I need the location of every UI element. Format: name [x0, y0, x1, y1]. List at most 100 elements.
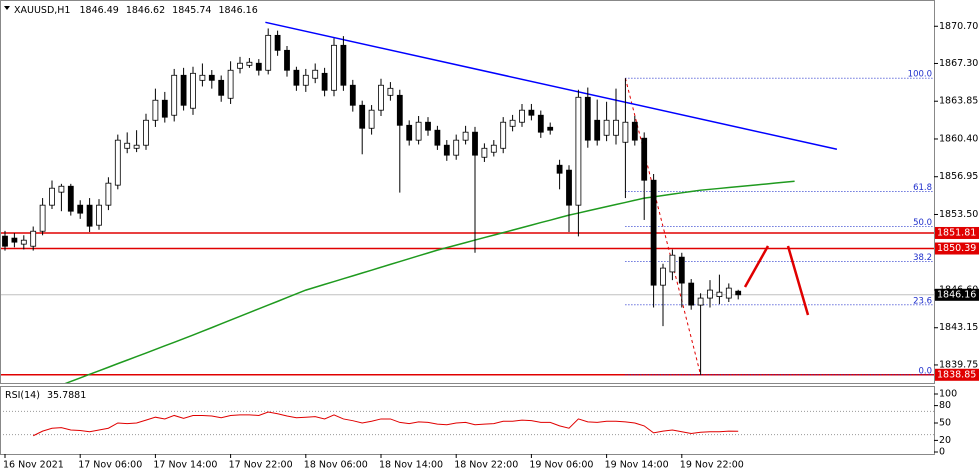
- header: XAUUSD,H1 1846.49 1846.62 1845.74 1846.1…: [14, 5, 258, 16]
- candle-body: [161, 99, 168, 118]
- candle-body: [547, 126, 554, 131]
- rsi-line: [32, 411, 739, 437]
- axes: 1870.70 1867.30 1863.85 1860.40 1856.95 1853.…: [3, 21, 979, 471]
- candle-body: [453, 139, 460, 156]
- rsi-tick-label: 20: [939, 435, 951, 446]
- candle-body: [171, 74, 178, 116]
- rsi-tick-label: 0: [939, 447, 945, 458]
- candle-body: [49, 187, 55, 206]
- candle-body: [302, 74, 309, 86]
- candle-body: [143, 119, 149, 146]
- candle-body: [537, 114, 544, 133]
- candle-body: [603, 119, 610, 136]
- candle-body: [415, 121, 422, 141]
- candle-body: [293, 69, 300, 86]
- level-label-box: [935, 368, 979, 381]
- x-tick-label: 18 Nov 06:00: [304, 460, 368, 471]
- fib-label: 100.0: [908, 70, 932, 80]
- header-high: 1846.62: [126, 5, 165, 16]
- candle-body: [631, 121, 638, 141]
- level-label-box: [935, 226, 979, 239]
- candle-body: [105, 182, 112, 206]
- candle-body: [622, 121, 629, 143]
- level-label-box: [935, 242, 979, 255]
- candle-body: [190, 72, 196, 109]
- candle-body: [218, 79, 225, 96]
- current-price-box: [935, 288, 979, 301]
- candle-body: [86, 204, 93, 227]
- x-tick-label: 17 Nov 22:00: [229, 460, 293, 471]
- candle-body: [255, 62, 262, 71]
- x-tick-label: 19 Nov 14:00: [605, 460, 669, 471]
- candle-body: [20, 239, 27, 245]
- candle-body: [697, 297, 704, 306]
- candle-body: [735, 290, 742, 296]
- y-tick-label: 1860.40: [939, 133, 978, 144]
- candle-body: [462, 131, 469, 141]
- y-tick-label: 1867.30: [939, 58, 978, 69]
- candle-body: [566, 169, 572, 206]
- y-tick-label: 1853.50: [939, 209, 978, 220]
- rsi-pane-frame: [0, 386, 935, 455]
- candle-body: [208, 74, 215, 81]
- candle-body: [199, 74, 206, 81]
- symbol: XAUUSD,H1: [14, 5, 70, 16]
- main-plot: 100.0 61.8 50.0 38.2 23.6 0.0: [1, 21, 934, 383]
- candle-body: [434, 129, 441, 146]
- candle-body: [556, 164, 563, 174]
- level-label: 1838.85: [937, 369, 976, 380]
- candle-body: [274, 34, 281, 51]
- header-low: 1845.74: [172, 5, 211, 16]
- candle-body: [725, 287, 732, 299]
- candle-body: [349, 84, 356, 106]
- candle-body: [509, 119, 516, 127]
- fib-label: 61.8: [913, 183, 932, 193]
- candle-body: [660, 267, 666, 286]
- candle-body: [152, 99, 159, 121]
- candle-body: [378, 84, 384, 111]
- candle-body: [30, 230, 37, 247]
- candle-body: [359, 104, 366, 129]
- candle-body: [340, 44, 347, 86]
- candle-body: [321, 72, 328, 91]
- rsi-header: RSI(14) 35.7881: [5, 390, 86, 401]
- candle-body: [650, 179, 657, 286]
- y-tick-label: 1870.70: [939, 21, 978, 32]
- candle-body: [707, 289, 713, 299]
- candle-body: [114, 139, 121, 186]
- level-label: 1850.39: [937, 243, 976, 254]
- main-pane-frame: [0, 0, 935, 384]
- candle-body: [387, 87, 394, 96]
- y-tick-label: 1863.85: [939, 96, 978, 107]
- fib-label: 38.2: [913, 253, 932, 263]
- level-label: 1851.81: [937, 227, 976, 238]
- candle-body: [613, 119, 619, 136]
- rsi-tick-label: 100: [939, 389, 957, 400]
- fib-label: 0.0: [918, 366, 932, 376]
- candle-body: [39, 204, 46, 232]
- candle-body: [716, 291, 723, 297]
- rsi-title: RSI(14): [5, 390, 40, 401]
- candle-body: [180, 74, 187, 106]
- candle-body: [265, 34, 272, 71]
- rsi-tick-label: 50: [939, 418, 951, 429]
- candle-body: [312, 69, 319, 79]
- projection-arrow: [743, 245, 810, 316]
- x-tick-label: 19 Nov 06:00: [529, 460, 593, 471]
- trendline: [265, 21, 838, 150]
- candle-body: [594, 119, 601, 141]
- candle-body: [67, 185, 74, 212]
- x-tick-label: 18 Nov 22:00: [454, 460, 518, 471]
- candle-body: [96, 204, 102, 226]
- candle-body: [2, 235, 8, 247]
- x-tick-label: 17 Nov 14:00: [153, 460, 217, 471]
- x-tick-label: 18 Nov 14:00: [379, 460, 443, 471]
- candle-body: [237, 62, 243, 69]
- candle-body: [246, 61, 253, 66]
- candle-body: [669, 254, 676, 273]
- candle-body: [284, 49, 290, 71]
- candle-body: [528, 109, 535, 116]
- fib-label: 50.0: [913, 218, 932, 228]
- candle-body: [678, 256, 685, 284]
